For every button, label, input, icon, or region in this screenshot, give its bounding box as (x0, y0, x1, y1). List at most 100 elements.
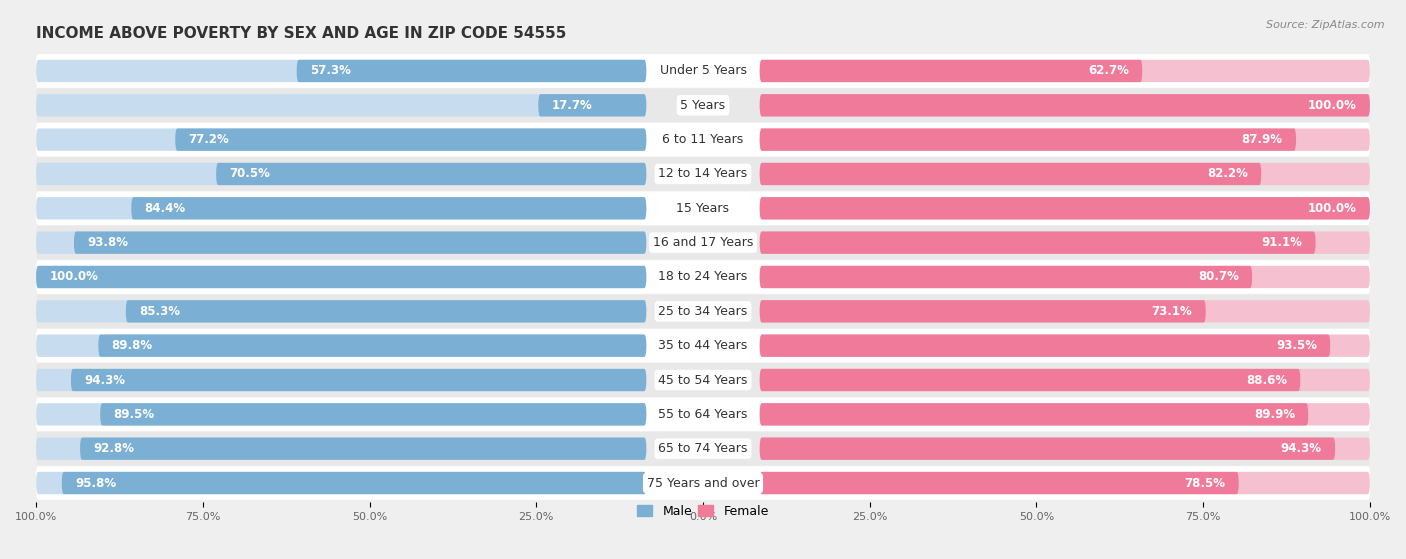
Text: 89.5%: 89.5% (114, 408, 155, 421)
FancyBboxPatch shape (297, 60, 647, 82)
FancyBboxPatch shape (37, 329, 1369, 362)
Text: Source: ZipAtlas.com: Source: ZipAtlas.com (1267, 20, 1385, 30)
FancyBboxPatch shape (100, 403, 647, 425)
FancyBboxPatch shape (37, 334, 647, 357)
Text: 84.4%: 84.4% (145, 202, 186, 215)
FancyBboxPatch shape (759, 472, 1369, 494)
Text: 93.8%: 93.8% (87, 236, 128, 249)
FancyBboxPatch shape (759, 403, 1308, 425)
Text: 100.0%: 100.0% (1308, 99, 1357, 112)
Text: 65 to 74 Years: 65 to 74 Years (658, 442, 748, 455)
Text: 12 to 14 Years: 12 to 14 Years (658, 168, 748, 181)
FancyBboxPatch shape (759, 266, 1369, 288)
Legend: Male, Female: Male, Female (633, 500, 773, 523)
Text: 89.9%: 89.9% (1254, 408, 1295, 421)
FancyBboxPatch shape (759, 129, 1369, 151)
Text: 17.7%: 17.7% (551, 99, 592, 112)
Text: 70.5%: 70.5% (229, 168, 270, 181)
Text: 45 to 54 Years: 45 to 54 Years (658, 373, 748, 386)
Text: 16 and 17 Years: 16 and 17 Years (652, 236, 754, 249)
FancyBboxPatch shape (759, 334, 1330, 357)
Text: 57.3%: 57.3% (309, 64, 352, 78)
Text: 6 to 11 Years: 6 to 11 Years (662, 133, 744, 146)
FancyBboxPatch shape (37, 157, 1369, 191)
FancyBboxPatch shape (759, 197, 1369, 220)
Text: 73.1%: 73.1% (1152, 305, 1192, 318)
Text: 25 to 34 Years: 25 to 34 Years (658, 305, 748, 318)
Text: 95.8%: 95.8% (75, 476, 117, 490)
FancyBboxPatch shape (37, 163, 647, 185)
FancyBboxPatch shape (759, 94, 1369, 116)
FancyBboxPatch shape (37, 60, 647, 82)
Text: 100.0%: 100.0% (1308, 202, 1357, 215)
FancyBboxPatch shape (759, 300, 1206, 323)
FancyBboxPatch shape (759, 438, 1369, 460)
FancyBboxPatch shape (37, 88, 1369, 122)
Text: 100.0%: 100.0% (49, 271, 98, 283)
FancyBboxPatch shape (759, 94, 1369, 116)
FancyBboxPatch shape (80, 438, 647, 460)
FancyBboxPatch shape (217, 163, 647, 185)
FancyBboxPatch shape (759, 403, 1369, 425)
FancyBboxPatch shape (37, 300, 647, 323)
FancyBboxPatch shape (37, 54, 1369, 88)
FancyBboxPatch shape (37, 438, 647, 460)
FancyBboxPatch shape (759, 369, 1301, 391)
Text: 5 Years: 5 Years (681, 99, 725, 112)
Text: 92.8%: 92.8% (93, 442, 135, 455)
Text: 62.7%: 62.7% (1088, 64, 1129, 78)
Text: 77.2%: 77.2% (188, 133, 229, 146)
FancyBboxPatch shape (70, 369, 647, 391)
FancyBboxPatch shape (62, 472, 647, 494)
FancyBboxPatch shape (125, 300, 647, 323)
Text: 94.3%: 94.3% (84, 373, 125, 386)
Text: 15 Years: 15 Years (676, 202, 730, 215)
Text: 93.5%: 93.5% (1275, 339, 1317, 352)
Text: 80.7%: 80.7% (1198, 271, 1239, 283)
FancyBboxPatch shape (759, 300, 1369, 323)
FancyBboxPatch shape (759, 60, 1369, 82)
FancyBboxPatch shape (759, 369, 1369, 391)
FancyBboxPatch shape (37, 226, 1369, 259)
FancyBboxPatch shape (37, 363, 1369, 397)
FancyBboxPatch shape (37, 295, 1369, 328)
FancyBboxPatch shape (37, 197, 647, 220)
FancyBboxPatch shape (37, 266, 647, 288)
FancyBboxPatch shape (538, 94, 647, 116)
FancyBboxPatch shape (37, 123, 1369, 157)
FancyBboxPatch shape (759, 129, 1296, 151)
FancyBboxPatch shape (37, 266, 647, 288)
FancyBboxPatch shape (759, 163, 1261, 185)
Text: 75 Years and over: 75 Years and over (647, 476, 759, 490)
Text: 85.3%: 85.3% (139, 305, 180, 318)
FancyBboxPatch shape (759, 163, 1369, 185)
FancyBboxPatch shape (759, 472, 1239, 494)
FancyBboxPatch shape (37, 472, 647, 494)
FancyBboxPatch shape (759, 266, 1253, 288)
FancyBboxPatch shape (37, 260, 1369, 294)
Text: 18 to 24 Years: 18 to 24 Years (658, 271, 748, 283)
FancyBboxPatch shape (176, 129, 647, 151)
Text: 78.5%: 78.5% (1184, 476, 1226, 490)
Text: 91.1%: 91.1% (1261, 236, 1302, 249)
FancyBboxPatch shape (759, 231, 1316, 254)
FancyBboxPatch shape (759, 231, 1369, 254)
FancyBboxPatch shape (37, 369, 647, 391)
Text: 55 to 64 Years: 55 to 64 Years (658, 408, 748, 421)
Text: 35 to 44 Years: 35 to 44 Years (658, 339, 748, 352)
FancyBboxPatch shape (37, 129, 647, 151)
Text: 94.3%: 94.3% (1281, 442, 1322, 455)
FancyBboxPatch shape (131, 197, 647, 220)
FancyBboxPatch shape (37, 466, 1369, 500)
Text: 82.2%: 82.2% (1206, 168, 1249, 181)
FancyBboxPatch shape (759, 60, 1142, 82)
FancyBboxPatch shape (37, 192, 1369, 225)
FancyBboxPatch shape (759, 197, 1369, 220)
Text: Under 5 Years: Under 5 Years (659, 64, 747, 78)
Text: INCOME ABOVE POVERTY BY SEX AND AGE IN ZIP CODE 54555: INCOME ABOVE POVERTY BY SEX AND AGE IN Z… (37, 26, 567, 41)
FancyBboxPatch shape (98, 334, 647, 357)
Text: 88.6%: 88.6% (1246, 373, 1286, 386)
FancyBboxPatch shape (37, 231, 647, 254)
FancyBboxPatch shape (759, 334, 1369, 357)
Text: 87.9%: 87.9% (1241, 133, 1282, 146)
